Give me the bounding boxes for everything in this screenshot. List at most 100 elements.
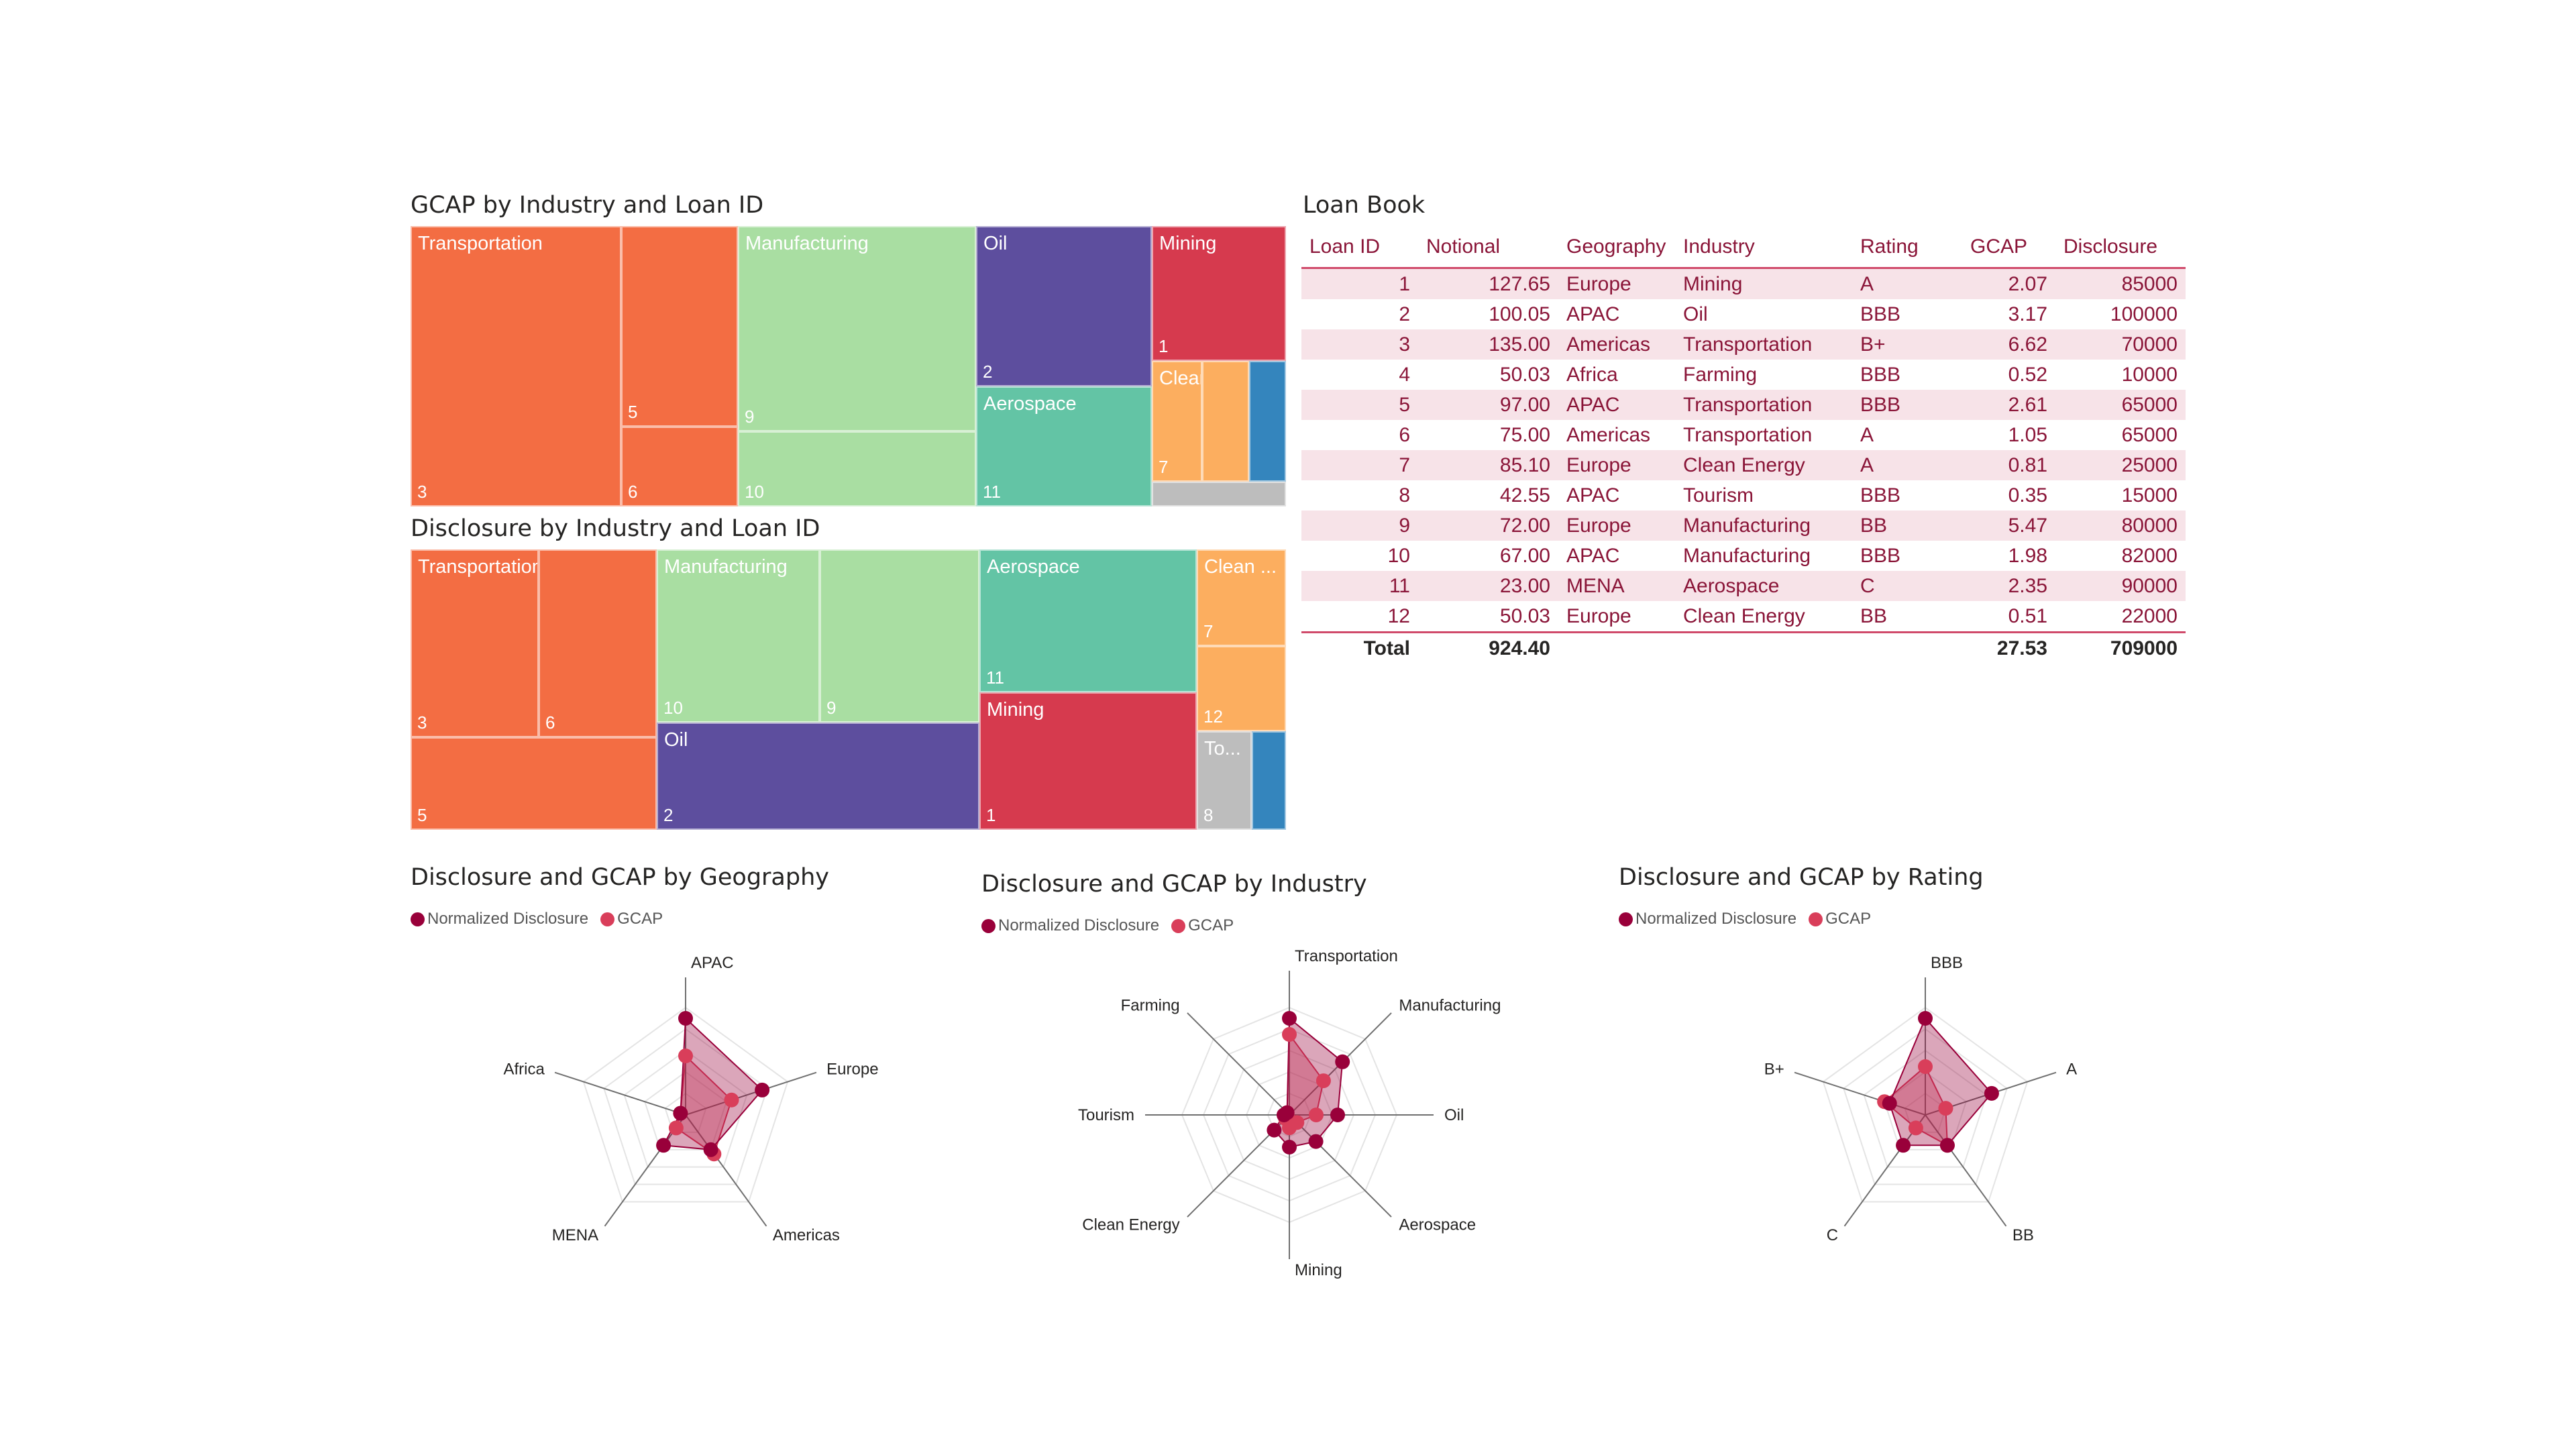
cell-loan-id: 11 — [983, 482, 1001, 502]
legend-disclosure-label: Normalized Disclosure — [427, 910, 589, 928]
column-header-industry[interactable]: Industry — [1675, 227, 1852, 269]
radar-data-point — [1330, 1108, 1345, 1122]
loan-book-table: Loan ID Notional Geography Industry Rati… — [1301, 227, 2186, 663]
loan-book-title: Loan Book — [1303, 192, 1426, 219]
cell-label: Aerospace — [987, 556, 1080, 578]
cell-rating: BBB — [1860, 484, 1901, 506]
table-row[interactable]: 4 50.03 Africa Farming BBB 0.52 10000 — [1301, 360, 2186, 390]
cell-loan-id: 5 — [628, 402, 638, 422]
treemap-cell[interactable]: Clean ... 7 — [1197, 549, 1286, 646]
cell-loan-id: 3 — [417, 712, 427, 733]
cell-notional: 75.00 — [1499, 423, 1550, 446]
treemap-cell[interactable]: Mining 1 — [1152, 226, 1286, 361]
table-row[interactable]: 5 97.00 APAC Transportation BBB 2.61 65000 — [1301, 390, 2186, 420]
cell-gcap: 6.62 — [1962, 329, 2055, 360]
treemap-cell[interactable]: Aerospace 11 — [976, 386, 1152, 506]
treemap-cell[interactable]: 10 — [738, 431, 976, 506]
cell-gcap: 3.17 — [2008, 303, 2047, 325]
treemap-cell[interactable]: 5 — [411, 737, 657, 830]
treemap-cell[interactable]: Manufacturing 9 — [738, 226, 976, 431]
column-header-gcap[interactable]: GCAP — [1962, 227, 2055, 269]
cell-gcap: 2.07 — [1962, 268, 2055, 299]
cell-gcap: 5.47 — [1962, 511, 2055, 541]
cell-loan-id: 12 — [1203, 706, 1223, 727]
cell-notional: 42.55 — [1499, 484, 1550, 506]
cell-geography: APAC — [1566, 484, 1620, 506]
radar-axis-label: BB — [2012, 1226, 2034, 1244]
disclosure-legend-dot — [1619, 912, 1633, 926]
cell-loan-id: 9 — [1301, 511, 1418, 541]
cell-gcap: 1.05 — [2008, 423, 2047, 446]
treemap-cell[interactable]: Transportation 3 — [411, 549, 539, 737]
treemap-cell[interactable] — [1249, 361, 1286, 482]
table-row[interactable]: 6 75.00 Americas Transportation A 1.05 65000 — [1301, 420, 2186, 450]
radar-data-point — [1896, 1138, 1911, 1153]
cell-gcap: 0.35 — [2008, 484, 2047, 506]
treemap-cell[interactable]: 12 — [1197, 646, 1286, 731]
cell-loan-id: 3 — [1301, 329, 1418, 360]
radar-data-point — [656, 1138, 672, 1153]
table-row[interactable]: 8 42.55 APAC Tourism BBB 0.35 15000 — [1301, 480, 2186, 511]
cell-loan-id: 7 — [1301, 450, 1418, 480]
treemap-cell[interactable]: 9 — [820, 549, 979, 722]
treemap-cell[interactable]: Mining 1 — [979, 692, 1197, 830]
column-header-loan-id[interactable]: Loan ID — [1301, 227, 1418, 269]
cell-disclosure: 65000 — [2055, 390, 2186, 420]
cell-industry: Manufacturing — [1683, 544, 1811, 567]
table-row[interactable]: 12 50.03 Europe Clean Energy BB 0.51 22000 — [1301, 601, 2186, 633]
cell-loan-id: 8 — [1203, 805, 1214, 825]
cell-rating: BB — [1852, 511, 1962, 541]
cell-loan-id: 6 — [1399, 423, 1410, 446]
treemap-cell[interactable]: Oil 2 — [657, 722, 979, 830]
cell-industry: Transportation — [1675, 390, 1852, 420]
gcap-legend-dot — [1809, 912, 1823, 926]
cell-loan-id: 12 — [1387, 604, 1410, 627]
radar-axis-label: Americas — [773, 1226, 840, 1244]
total-disclosure: 709000 — [2055, 631, 2186, 663]
table-row[interactable]: 2 100.05 APAC Oil BBB 3.17 100000 — [1301, 299, 2186, 329]
treemap-cell[interactable]: Manufacturing 10 — [657, 549, 820, 722]
column-header-rating[interactable]: Rating — [1852, 227, 1962, 269]
cell-label: Oil — [664, 729, 688, 751]
cell-rating: A — [1852, 450, 1962, 480]
treemap-cell[interactable]: 5 — [621, 226, 738, 427]
treemap-cell[interactable]: Aerospace 11 — [979, 549, 1197, 692]
radar-data-point — [703, 1142, 718, 1157]
treemap-cell[interactable]: To... 8 — [1197, 731, 1252, 830]
table-row[interactable]: 10 67.00 APAC Manufacturing BBB 1.98 82000 — [1301, 541, 2186, 571]
treemap-cell[interactable] — [1152, 482, 1286, 506]
cell-geography: Europe — [1558, 450, 1675, 480]
treemap-cell[interactable]: Transportation 3 — [411, 226, 621, 506]
cell-geography: Africa — [1566, 363, 1618, 386]
cell-loan-id: 3 — [417, 482, 427, 502]
total-label: Total — [1301, 631, 1418, 663]
total-gcap: 27.53 — [1962, 631, 2055, 663]
cell-label: Clean ... — [1204, 556, 1277, 578]
treemap-cell[interactable]: 6 — [539, 549, 657, 737]
treemap-cell[interactable] — [1202, 361, 1249, 482]
radar-axis-label: Europe — [826, 1061, 878, 1079]
legend-gcap-label: GCAP — [617, 910, 663, 928]
table-row[interactable]: 9 72.00 Europe Manufacturing BB 5.47 80000 — [1301, 511, 2186, 541]
column-header-geography[interactable]: Geography — [1558, 227, 1675, 269]
radar-axis-line — [1187, 1012, 1290, 1116]
radar-axis-label: A — [2066, 1061, 2077, 1079]
table-row[interactable]: 3 135.00 Americas Transportation B+ 6.62 70000 — [1301, 329, 2186, 360]
cell-industry: Manufacturing — [1675, 511, 1852, 541]
table-row[interactable]: 1 127.65 Europe Mining A 2.07 85000 — [1301, 268, 2186, 299]
table-row[interactable]: 11 23.00 MENA Aerospace C 2.35 90000 — [1301, 571, 2186, 601]
treemap-cell[interactable] — [1252, 731, 1286, 830]
treemap-cell[interactable]: Clean E... 7 — [1152, 361, 1202, 482]
cell-loan-id: 10 — [745, 482, 764, 502]
table-row[interactable]: 7 85.10 Europe Clean Energy A 0.81 25000 — [1301, 450, 2186, 480]
radar-axis-label: APAC — [691, 954, 734, 972]
radar-axis-line — [685, 1114, 767, 1227]
cell-notional: 23.00 — [1418, 571, 1558, 601]
cell-loan-id: 2 — [983, 362, 993, 382]
treemap-cell[interactable]: 6 — [621, 427, 738, 506]
radar-axis-line — [685, 1071, 817, 1116]
treemap-cell[interactable]: Oil 2 — [976, 226, 1152, 386]
column-header-disclosure[interactable]: Disclosure — [2055, 227, 2186, 269]
cell-gcap: 0.52 — [2008, 363, 2047, 386]
column-header-notional[interactable]: Notional — [1418, 227, 1558, 269]
